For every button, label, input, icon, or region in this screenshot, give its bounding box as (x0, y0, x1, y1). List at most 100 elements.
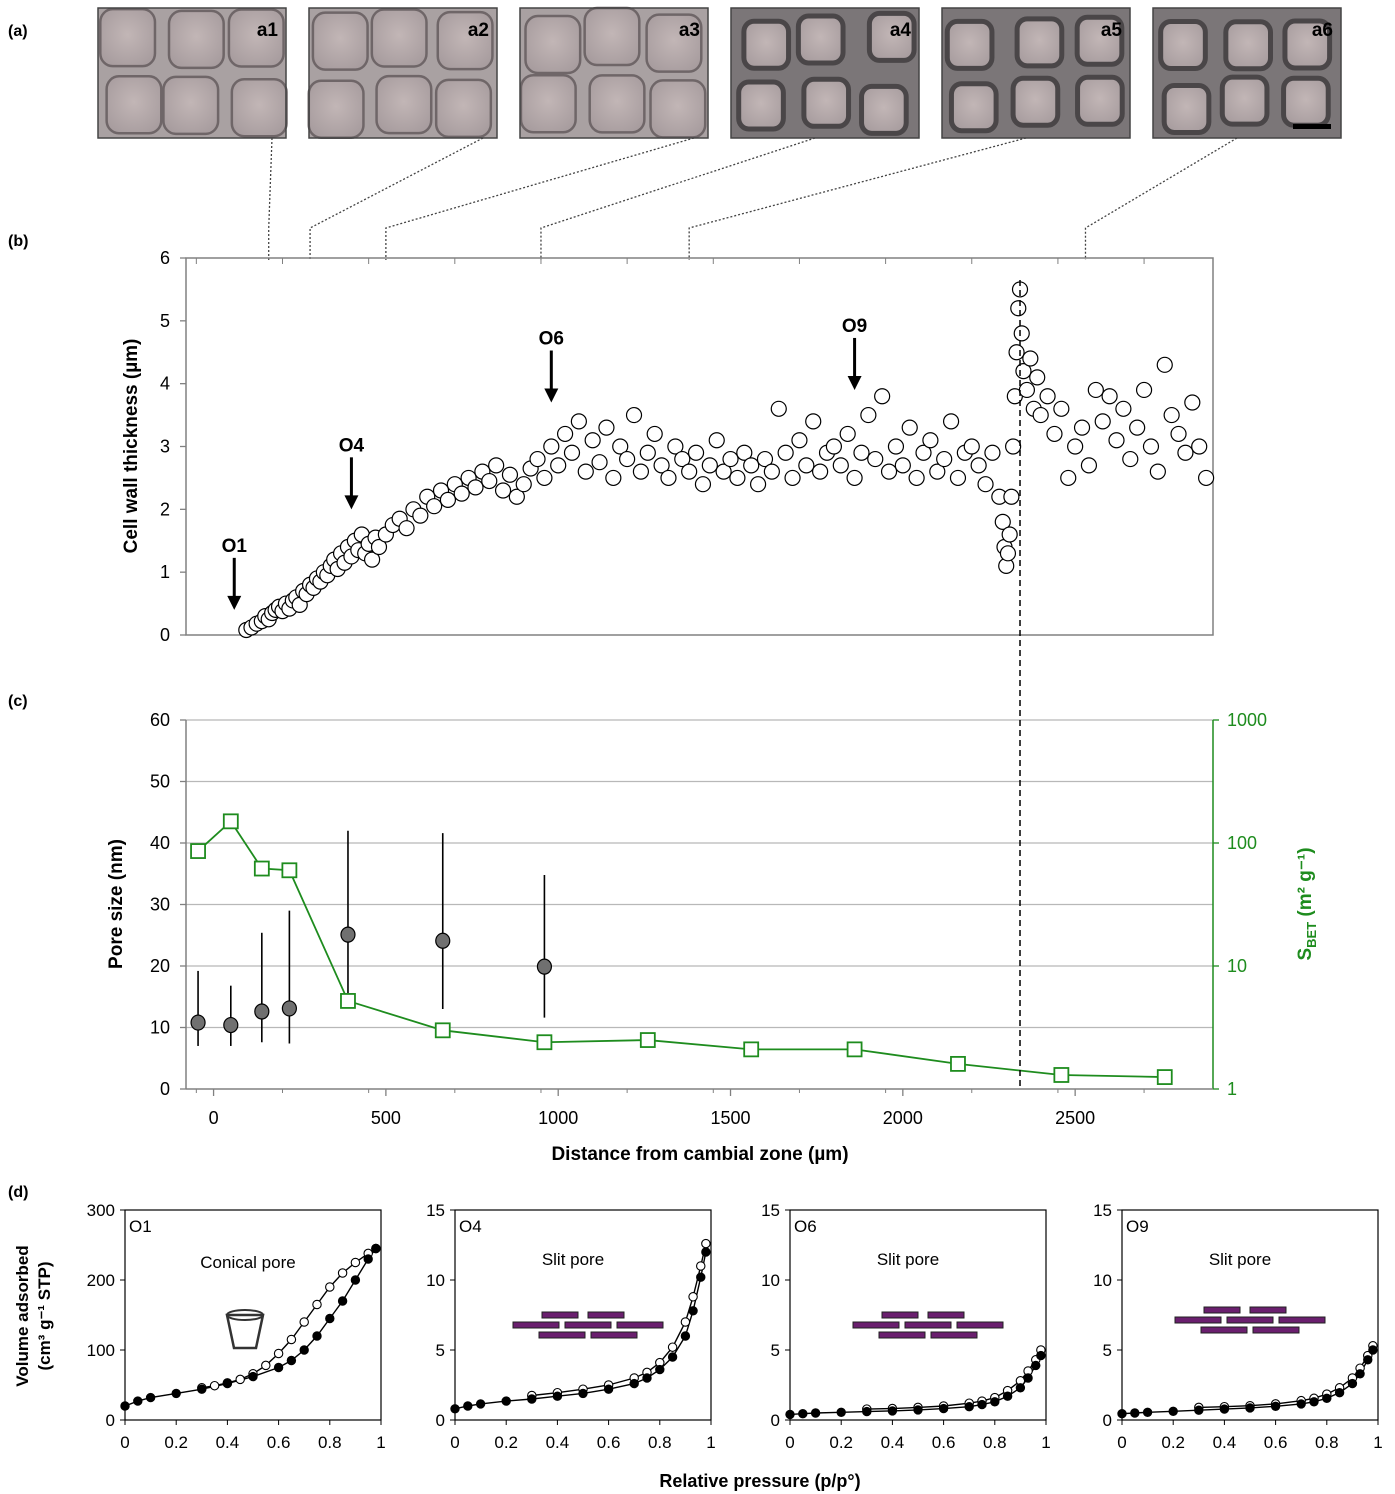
micrograph-label: a2 (468, 20, 489, 41)
adsorption-point (810, 1408, 821, 1418)
y-tick-label-d: 0 (1103, 1411, 1112, 1430)
adsorption-point (350, 1275, 361, 1285)
thickness-point (887, 438, 905, 455)
adsorption-line (124, 1248, 377, 1407)
thickness-point (619, 450, 636, 468)
cell-lumen (311, 11, 369, 71)
cell-lumen (1014, 16, 1065, 69)
y-tick-label-b: 5 (160, 311, 170, 331)
thickness-point (922, 432, 939, 449)
adsorption-point (1347, 1378, 1358, 1389)
sbet-point (846, 1041, 863, 1058)
micrograph-a5: a5 (688, 7, 1131, 260)
isotherm-O4: 0 5 10 15 0 0.2 0.4 0.6 0.8 1 O4 Slit pore (426, 1201, 716, 1452)
adsorption-point (120, 1401, 130, 1411)
thickness-point (556, 425, 574, 443)
slit-pore-bar (904, 1321, 952, 1329)
y-axis-label-d-1: Volume adsorbed (13, 1245, 32, 1386)
annotation-label: O1 (222, 536, 248, 557)
adsorption-point (197, 1384, 207, 1394)
slit-pore-bar (930, 1331, 978, 1339)
micrograph-connector (540, 137, 816, 260)
sbet-point (281, 862, 298, 879)
adsorption-point (1355, 1369, 1365, 1379)
desorption-point (209, 1380, 220, 1391)
thickness-point (681, 463, 698, 480)
micrograph-a4: a4 (540, 7, 920, 260)
thickness-point (715, 463, 732, 480)
thickness-point (1039, 388, 1056, 405)
adsorption-point (1117, 1409, 1127, 1419)
adsorption-point (1142, 1407, 1153, 1418)
micrograph-label: a6 (1312, 20, 1333, 41)
sbet-point (190, 843, 206, 859)
y-tick-label-b: 0 (160, 625, 170, 645)
micrograph-frame (97, 7, 287, 139)
thickness-point (701, 457, 718, 474)
isotherm-frame (124, 1209, 382, 1421)
thickness-point (694, 476, 712, 493)
thickness-point (784, 469, 801, 487)
thickness-point (598, 419, 615, 436)
adsorption-point (1023, 1373, 1033, 1383)
x-tick-label-d: 0.4 (216, 1433, 240, 1452)
y-tick-label-b: 2 (160, 499, 170, 519)
thickness-point (722, 450, 739, 468)
cell-lumen (307, 79, 365, 140)
annotation-label: O9 (842, 316, 867, 337)
slit-pore-bar (564, 1321, 612, 1329)
x-tick-label-c: 2000 (883, 1108, 923, 1128)
thickness-point (1032, 406, 1049, 424)
micrograph-a6: a6 (1084, 7, 1342, 260)
x-tick-label-d: 0.4 (1213, 1433, 1237, 1452)
adsorption-point (1368, 1345, 1378, 1355)
micrograph-a2: a2 (307, 7, 498, 260)
adsorption-point (1309, 1397, 1319, 1407)
sbet-point (1053, 1067, 1070, 1083)
sbet-point (253, 860, 270, 877)
annotation-O9: O9 (842, 316, 867, 390)
micrograph-connector (1084, 137, 1238, 260)
thickness-point (1163, 406, 1180, 424)
pore-size-point (254, 1003, 270, 1020)
micrograph-label: a5 (1101, 20, 1123, 41)
slit-pore-bar (538, 1331, 586, 1339)
x-tick-label-c: 0 (209, 1108, 219, 1128)
sbet-line (197, 819, 1165, 1078)
cell-lumen (588, 74, 646, 134)
thickness-point (999, 545, 1017, 562)
thickness-point (1129, 419, 1146, 436)
thickness-point (412, 507, 429, 524)
cell-lumen (583, 6, 641, 67)
thickness-point (984, 444, 1001, 461)
adsorption-point (938, 1403, 949, 1414)
cell-lumen (375, 74, 433, 135)
adsorption-point (1322, 1393, 1332, 1404)
adsorption-point (1245, 1403, 1255, 1413)
thickness-point (612, 438, 629, 455)
micrograph-frame (941, 7, 1131, 139)
sbet-point (340, 993, 356, 1009)
thickness-point (577, 463, 594, 480)
adsorption-point (785, 1409, 795, 1420)
adsorption-point (1194, 1405, 1204, 1415)
cell-lumen (370, 8, 428, 68)
cell-lumen (162, 75, 220, 136)
thickness-point (977, 476, 994, 493)
thickness-point (646, 425, 663, 443)
x-tick-label-c: 2500 (1055, 1108, 1095, 1128)
y2-tick-label-c: 1000 (1227, 710, 1267, 730)
cell-lumen (649, 79, 707, 139)
desorption-point (667, 1342, 678, 1352)
adsorption-point (680, 1331, 691, 1341)
thickness-point (729, 469, 746, 487)
conical-pore-icon (225, 1313, 265, 1350)
cell-lumen (1158, 19, 1208, 72)
thickness-point (743, 457, 760, 474)
slit-pore-bar (878, 1331, 926, 1339)
adsorption-point (603, 1384, 614, 1394)
thickness-point (791, 432, 808, 449)
isotherm-sample-label: O9 (1126, 1217, 1149, 1236)
thickness-point (1080, 457, 1098, 474)
